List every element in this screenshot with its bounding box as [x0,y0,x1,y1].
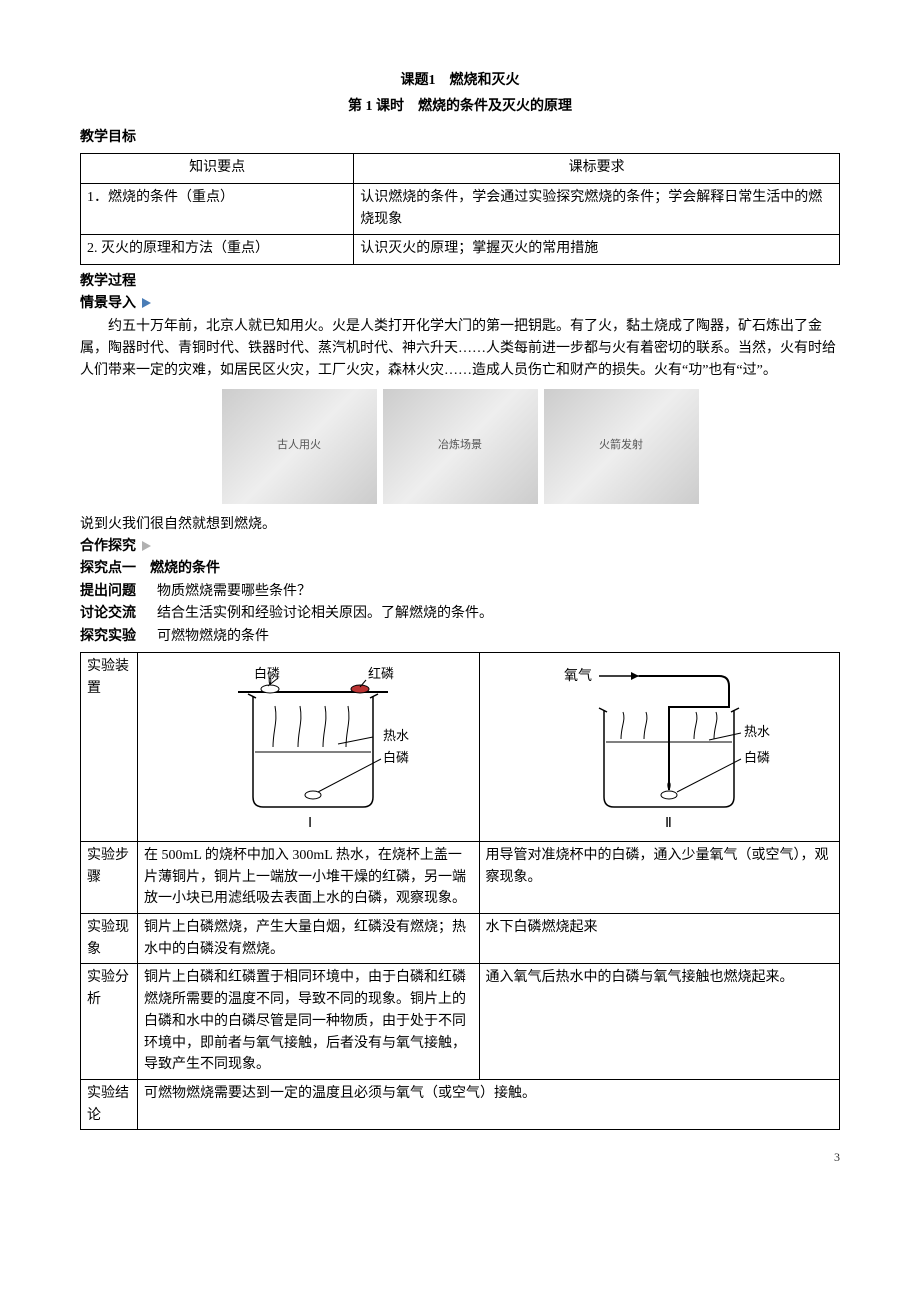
exp-row-label: 实验分析 [81,964,138,1079]
experiment-label: 探究实验 [80,629,136,644]
exp-row-label: 实验装置 [81,653,138,842]
arrow-right-icon [142,298,151,308]
diagII-reshui: 热水 [744,724,770,739]
obj-col1-header: 知识要点 [81,154,354,183]
intro-image-3: 火箭发射 [544,389,699,504]
exp-phen-2: 水下白磷燃烧起来 [479,914,839,964]
exp-apparatus-2: 氧气 [479,653,839,842]
question-label: 提出问题 [80,584,136,599]
exp-row-steps: 实验步骤 在 500mL 的烧杯中加入 300mL 热水，在烧杯上盖一片薄铜片，… [81,842,840,914]
exp-row-label: 实验步骤 [81,842,138,914]
diagII-bailin: 白磷 [744,750,770,765]
arrow-right-icon [142,541,151,551]
exp-steps-1: 在 500mL 的烧杯中加入 300mL 热水，在烧杯上盖一片薄铜片，铜片上一端… [138,842,480,914]
title-line-1: 课题1 燃烧和灭火 [80,70,840,92]
exp-analysis-2: 通入氧气后热水中的白磷与氧气接触也燃烧起来。 [479,964,839,1079]
diagram-II: 氧气 [509,662,809,832]
exp-row-analysis: 实验分析 铜片上白磷和红磷置于相同环境中，由于白磷和红磷燃烧所需要的温度不同，导… [81,964,840,1079]
obj-r2c1: 2. 灭火的原理和方法（重点） [81,235,354,264]
diagII-num: Ⅱ [665,816,672,831]
obj-col2-header: 课标要求 [354,154,840,183]
intro-image-2: 冶炼场景 [383,389,538,504]
experiment-table: 实验装置 白磷 红磷 [80,652,840,1130]
experiment-text: 可燃物燃烧的条件 [157,629,269,644]
exp-row-conclusion: 实验结论 可燃物燃烧需要达到一定的温度且必须与氧气（或空气）接触。 [81,1079,840,1129]
discuss-row: 讨论交流 结合生活实例和经验讨论相关原因。了解燃烧的条件。 [80,603,840,625]
diagI-reshui: 热水 [383,728,409,743]
exp-analysis-1: 铜片上白磷和红磷置于相同环境中，由于白磷和红磷燃烧所需要的温度不同，导致不同的现… [138,964,480,1079]
diagI-bailin-mid: 白磷 [383,750,409,765]
obj-r1c2: 认识燃烧的条件，学会通过实验探究燃烧的条件；学会解释日常生活中的燃烧现象 [354,183,840,235]
question-text: 物质燃烧需要哪些条件？ [157,584,311,599]
exp-steps-2: 用导管对准烧杯中的白磷，通入少量氧气（或空气），观察现象。 [479,842,839,914]
diagI-bailin-top: 白磷 [254,666,280,681]
discuss-label: 讨论交流 [80,606,136,621]
exp-row-phenomena: 实验现象 铜片上白磷燃烧，产生大量白烟，红磷没有燃烧；热水中的白磷没有燃烧。 水… [81,914,840,964]
intro-heading-row: 情景导入 [80,293,840,315]
table-row: 2. 灭火的原理和方法（重点） 认识灭火的原理；掌握灭火的常用措施 [81,235,840,264]
explore-point-1: 探究点一 燃烧的条件 [80,558,840,580]
obj-r2c2: 认识灭火的原理；掌握灭火的常用措施 [354,235,840,264]
discuss-text: 结合生活实例和经验讨论相关原因。了解燃烧的条件。 [157,606,493,621]
diagI-num: Ⅰ [308,816,312,831]
cooperate-heading: 合作探究 [80,539,136,554]
table-row: 1．燃烧的条件（重点） 认识燃烧的条件，学会通过实验探究燃烧的条件；学会解释日常… [81,183,840,235]
objectives-heading: 教学目标 [80,127,840,149]
experiment-row: 探究实验 可燃物燃烧的条件 [80,626,840,648]
diagII-yangqi: 氧气 [564,668,592,684]
intro-paragraph: 约五十万年前，北京人就已知用火。火是人类打开化学大门的第一把钥匙。有了火，黏土烧… [80,316,840,383]
process-heading: 教学过程 [80,271,840,293]
cooperate-heading-row: 合作探究 [80,536,840,558]
exp-phen-1: 铜片上白磷燃烧，产生大量白烟，红磷没有燃烧；热水中的白磷没有燃烧。 [138,914,480,964]
exp-apparatus-1: 白磷 红磷 热水 [138,653,480,842]
intro-images-row: 古人用火 冶炼场景 火箭发射 [80,389,840,504]
diagram-I: 白磷 红磷 热水 [178,662,438,832]
title-line-2: 第 1 课时 燃烧的条件及灭火的原理 [80,96,840,118]
exp-conclusion: 可燃物燃烧需要达到一定的温度且必须与氧气（或空气）接触。 [138,1079,840,1129]
question-row: 提出问题 物质燃烧需要哪些条件？ [80,581,840,603]
exp-row-label: 实验现象 [81,914,138,964]
page-number: 3 [80,1148,840,1167]
exp-row-apparatus: 实验装置 白磷 红磷 [81,653,840,842]
intro-after-images: 说到火我们很自然就想到燃烧。 [80,514,840,536]
intro-image-1: 古人用火 [222,389,377,504]
obj-r1c1: 1．燃烧的条件（重点） [81,183,354,235]
exp-row-label: 实验结论 [81,1079,138,1129]
objectives-table: 知识要点 课标要求 1．燃烧的条件（重点） 认识燃烧的条件，学会通过实验探究燃烧… [80,153,840,265]
intro-heading: 情景导入 [80,296,136,311]
diagI-honglin: 红磷 [368,666,394,681]
